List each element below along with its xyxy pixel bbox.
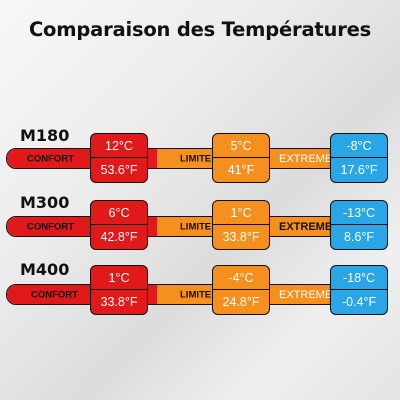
celsius-value: -4°C	[213, 266, 269, 290]
fahrenheit-value: 42.8°F	[100, 230, 138, 244]
comfort-label: CONFORT	[27, 221, 74, 232]
extreme-value-box: -18°C -0.4°F	[330, 265, 388, 315]
celsius-value: -13°C	[331, 201, 387, 225]
celsius-value: 5°C	[213, 134, 269, 158]
celsius-value: -18°C	[331, 266, 387, 290]
fahrenheit-value: 17.6°F	[340, 163, 378, 177]
model-label-m300: M300	[20, 193, 70, 212]
extreme-label: EXTREME	[279, 288, 333, 301]
limit-label: LIMITE	[180, 221, 212, 232]
fahrenheit-value: 41°F	[227, 163, 255, 177]
limit-value-box: 5°C 41°F	[212, 133, 270, 183]
fahrenheit-value: 24.8°F	[222, 295, 260, 309]
extreme-value-box: -8°C 17.6°F	[330, 133, 388, 183]
comfort-value-box: 12°C 53.6°F	[90, 133, 148, 183]
celsius-value: 1°C	[91, 266, 147, 290]
fahrenheit-value: 33.8°F	[222, 230, 260, 244]
fahrenheit-value: 53.6°F	[100, 163, 138, 177]
celsius-value: 6°C	[91, 201, 147, 225]
celsius-value: 12°C	[91, 134, 147, 158]
extreme-label: EXTREME	[279, 152, 333, 165]
extreme-value-box: -13°C 8.6°F	[330, 200, 388, 250]
celsius-value: 1°C	[213, 201, 269, 225]
limit-value-box: 1°C 33.8°F	[212, 200, 270, 250]
comfort-value-box: 1°C 33.8°F	[90, 265, 148, 315]
comfort-label: CONFORT	[27, 153, 74, 164]
limit-label: LIMITE	[180, 289, 212, 300]
model-label-m180: M180	[20, 126, 70, 145]
comfort-value-box: 6°C 42.8°F	[90, 200, 148, 250]
fahrenheit-value: 8.6°F	[343, 230, 374, 244]
comfort-label: CONFORT	[31, 289, 78, 300]
model-label-m400: M400	[20, 260, 70, 279]
fahrenheit-value: -0.4°F	[341, 295, 377, 309]
celsius-value: -8°C	[331, 134, 387, 158]
limit-value-box: -4°C 24.8°F	[212, 265, 270, 315]
page-title: Comparaison des Températures	[28, 18, 372, 41]
temperature-bar-m300: CONFORT LIMITE EXTREME	[6, 216, 388, 237]
limit-label: LIMITE	[180, 153, 212, 164]
fahrenheit-value: 33.8°F	[100, 295, 138, 309]
extreme-label: EXTREME	[279, 220, 333, 233]
